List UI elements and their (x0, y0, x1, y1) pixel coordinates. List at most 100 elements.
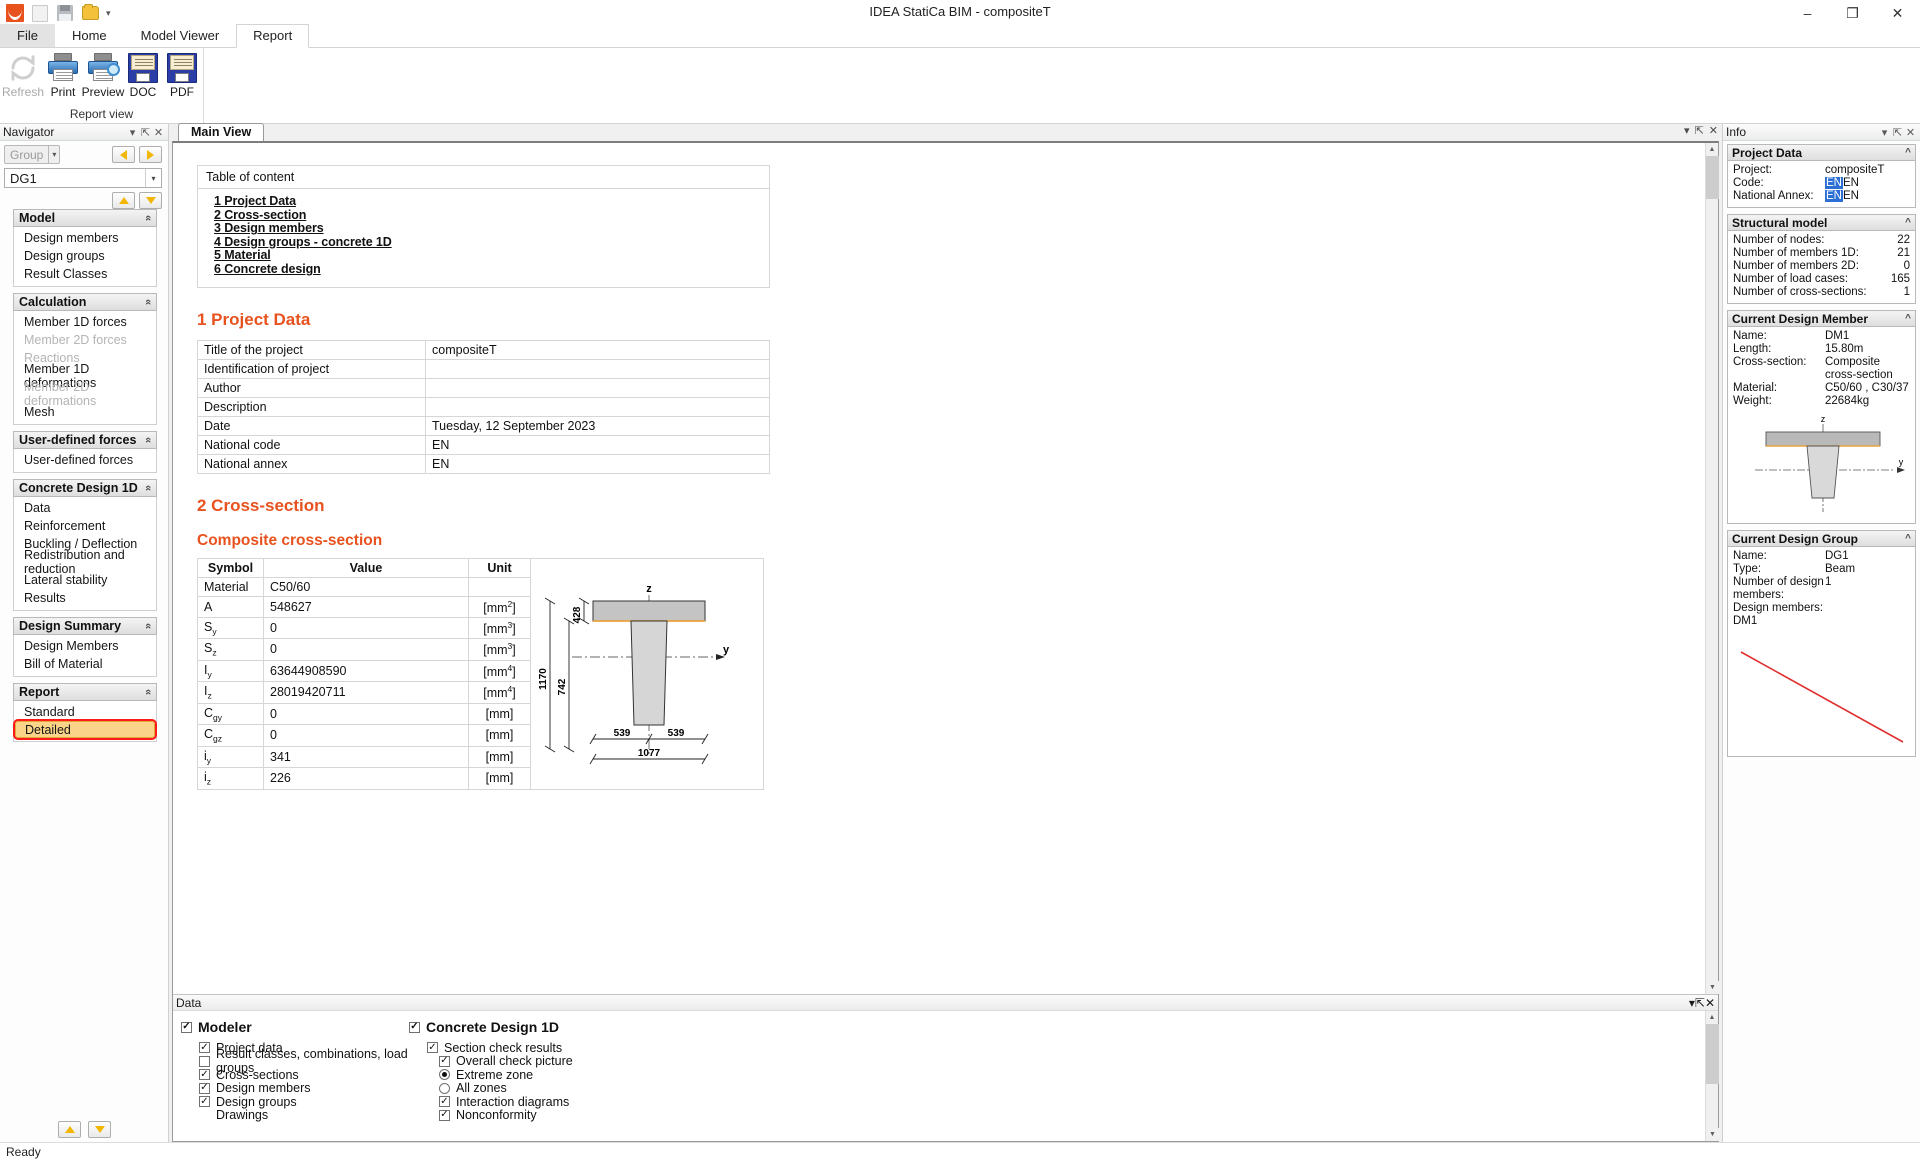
data-panel-option[interactable]: Cross-sections (181, 1068, 409, 1082)
checkbox-section-check-results[interactable] (427, 1042, 438, 1053)
chevron-up-icon[interactable]: ^ (1905, 217, 1911, 228)
data-panel-option[interactable]: Overall check picture (409, 1054, 709, 1068)
chevron-collapse-icon[interactable]: « (141, 214, 154, 222)
data-panel-scrollbar[interactable]: ▲ ▼ (1705, 1011, 1719, 1141)
navigator-category-user-defined-forces[interactable]: User-defined forces « (13, 431, 157, 449)
toc-link[interactable]: 2 Cross-section (214, 207, 307, 222)
chevron-down-icon[interactable]: ▾ (48, 146, 59, 163)
refresh-button[interactable]: Refresh (2, 51, 44, 101)
chevron-down-icon[interactable]: ▾ (106, 7, 111, 18)
group-button[interactable]: Group ▾ (4, 145, 61, 164)
maximize-button[interactable]: ❐ (1846, 4, 1859, 21)
chevron-collapse-icon[interactable]: « (141, 484, 154, 492)
move-up-button[interactable] (112, 192, 135, 209)
sidebar-item-result-classes[interactable]: Result Classes (14, 265, 156, 283)
sidebar-item-design-members[interactable]: Design members (14, 229, 156, 247)
checkbox-project-data[interactable] (199, 1042, 210, 1053)
close-icon[interactable]: ✕ (1704, 995, 1715, 1010)
move-down-button[interactable] (139, 192, 162, 209)
tab-model-viewer[interactable]: Model Viewer (140, 28, 220, 43)
pin-icon[interactable]: ⇱ (1892, 126, 1903, 139)
chevron-collapse-icon[interactable]: « (141, 622, 154, 630)
window-controls[interactable]: – ❐ ✕ (1785, 0, 1920, 26)
print-button[interactable]: Print (44, 51, 82, 101)
chevron-down-icon[interactable]: ▾ (145, 169, 161, 187)
sidebar-item-results[interactable]: Results (14, 589, 156, 607)
chevron-up-icon[interactable]: ^ (1905, 533, 1911, 544)
tab-list-icon[interactable]: ▾ (1684, 125, 1690, 137)
chevron-collapse-icon[interactable]: « (141, 688, 154, 696)
sidebar-item-data[interactable]: Data (14, 499, 156, 517)
sidebar-item-mesh[interactable]: Mesh (14, 403, 156, 421)
scroll-down-arrow-icon[interactable]: ▼ (1706, 981, 1719, 994)
next-group-button[interactable] (139, 146, 162, 163)
tab-main-view[interactable]: Main View (178, 123, 265, 141)
scrollbar-thumb[interactable] (1706, 1024, 1719, 1084)
checkbox-concrete-design-1d[interactable] (409, 1021, 420, 1033)
chevron-up-icon[interactable]: ^ (1905, 147, 1911, 158)
export-doc-button[interactable]: DOC (124, 51, 162, 101)
sidebar-item-lateral-stability[interactable]: Lateral stability (14, 571, 156, 589)
sidebar-item-reinforcement[interactable]: Reinforcement (14, 517, 156, 535)
data-panel-option[interactable]: Interaction diagrams (409, 1095, 709, 1109)
report-vertical-scrollbar[interactable]: ▲ ▼ (1705, 143, 1719, 994)
info-box-structural-model-title[interactable]: Structural model ^ (1728, 215, 1915, 231)
data-panel-option[interactable]: Nonconformity (409, 1108, 709, 1122)
data-panel-option[interactable]: Design groups (181, 1095, 409, 1109)
toc-link[interactable]: 5 Material (214, 248, 271, 263)
toc-link[interactable]: 3 Design members (214, 221, 324, 236)
pin-icon[interactable]: ⇱ (140, 126, 151, 139)
chevron-up-icon[interactable]: ^ (1905, 313, 1911, 324)
tab-file[interactable]: File (0, 24, 55, 47)
checkbox-cross-sections[interactable] (199, 1069, 210, 1080)
app-logo-icon[interactable] (4, 2, 26, 24)
close-icon[interactable]: ✕ (1905, 126, 1916, 139)
minimize-button[interactable]: – (1803, 5, 1812, 21)
data-panel-option[interactable]: Project data (181, 1041, 409, 1055)
data-panel-option[interactable]: Design members (181, 1081, 409, 1095)
tab-report[interactable]: Report (236, 24, 310, 48)
design-group-combo[interactable]: DG1 ▾ (4, 168, 162, 188)
scroll-down-button[interactable] (88, 1121, 111, 1138)
info-box-project-data-title[interactable]: Project Data ^ (1728, 145, 1915, 161)
preview-button[interactable]: Preview (82, 51, 124, 101)
scroll-up-button[interactable] (58, 1121, 81, 1138)
sidebar-item-standard[interactable]: Standard (14, 703, 156, 721)
chevron-collapse-icon[interactable]: « (141, 436, 154, 444)
tab-home[interactable]: Home (71, 28, 107, 43)
save-icon[interactable] (54, 2, 76, 24)
navigator-category-concrete-design-1d[interactable]: Concrete Design 1D « (13, 479, 157, 497)
chevron-down-icon[interactable]: ▾ (1881, 126, 1888, 139)
toc-link[interactable]: 4 Design groups - concrete 1D (214, 234, 392, 249)
sidebar-item-user-defined-forces[interactable]: User-defined forces (14, 451, 156, 469)
close-button[interactable]: ✕ (1891, 4, 1904, 21)
pin-icon[interactable]: ⇱ (1694, 125, 1704, 137)
sidebar-item-bill-of-material[interactable]: Bill of Material (14, 655, 156, 673)
data-panel-option[interactable]: Extreme zone (409, 1068, 709, 1082)
sidebar-item-design-members[interactable]: Design Members (14, 637, 156, 655)
scroll-down-arrow-icon[interactable]: ▼ (1706, 1128, 1719, 1141)
sidebar-item-detailed[interactable]: Detailed (13, 719, 157, 740)
checkbox-nonconformity[interactable] (439, 1109, 450, 1121)
sidebar-item-redistribution-and-reduction[interactable]: Redistribution and reduction (14, 548, 156, 576)
close-icon[interactable]: ✕ (1708, 125, 1718, 137)
ribbon-tab-bar[interactable]: File Home Model Viewer Report (0, 24, 1920, 48)
new-document-icon[interactable] (29, 2, 51, 24)
info-box-current-design-group-title[interactable]: Current Design Group ^ (1728, 531, 1915, 547)
data-panel-option[interactable]: All zones (409, 1081, 709, 1095)
scroll-up-arrow-icon[interactable]: ▲ (1706, 143, 1718, 156)
toc-link[interactable]: 6 Concrete design (214, 261, 321, 276)
checkbox-design-members[interactable] (199, 1082, 210, 1094)
checkbox-result-classes-combinations-load-groups[interactable] (199, 1055, 210, 1067)
sidebar-item-member-1d-forces[interactable]: Member 1D forces (14, 313, 156, 331)
data-panel-option[interactable]: Section check results (409, 1041, 709, 1055)
chevron-down-icon[interactable]: ▾ (129, 126, 136, 139)
checkbox-design-groups[interactable] (199, 1096, 210, 1107)
radio-extreme-zone[interactable] (439, 1069, 450, 1080)
radio-all-zones[interactable] (439, 1082, 450, 1094)
checkbox-modeler[interactable] (181, 1021, 192, 1033)
data-panel-option[interactable]: Result classes, combinations, load group… (181, 1047, 409, 1075)
sidebar-item-buckling-deflection[interactable]: Buckling / Deflection (14, 535, 156, 553)
navigator-category-design-summary[interactable]: Design Summary « (13, 617, 157, 635)
previous-group-button[interactable] (112, 146, 135, 163)
